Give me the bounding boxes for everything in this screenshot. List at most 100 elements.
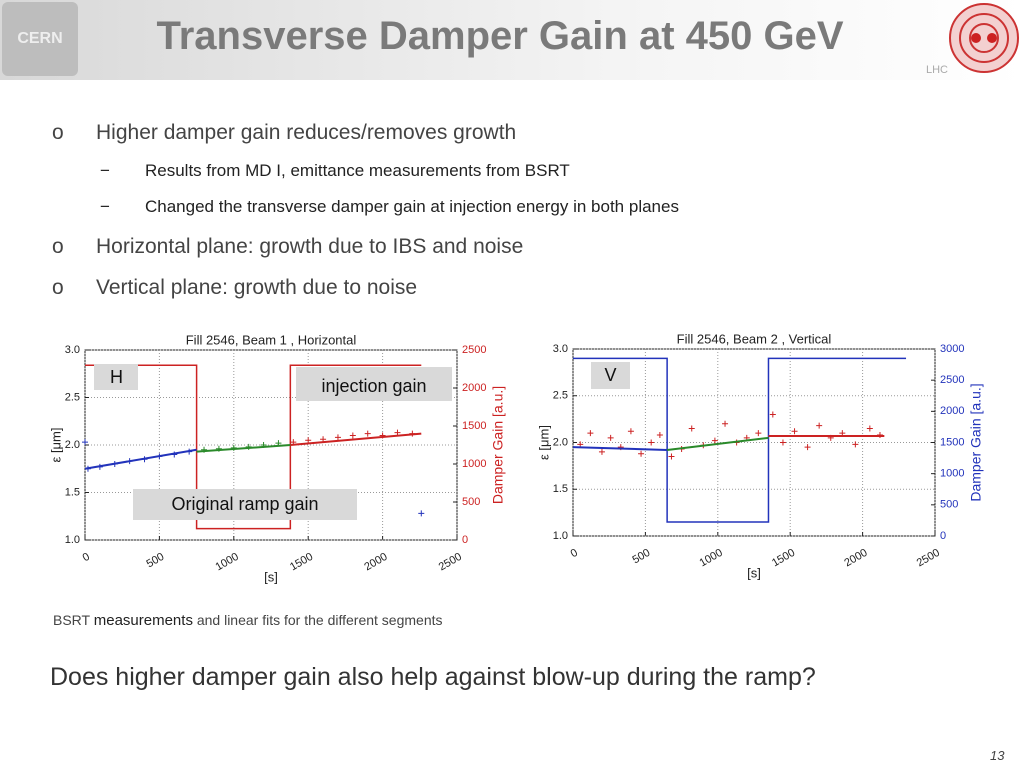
data-point	[722, 420, 729, 427]
x-axis-label: [s]	[747, 565, 761, 580]
chart: 0 500 1000 1500 2000 2500 1.0 1.5 2.0 2.5 3.0 0 500 1…	[536, 331, 984, 580]
data-point	[656, 432, 663, 439]
y-tick-label: 3.0	[553, 343, 568, 355]
y-tick-label: 1.0	[65, 534, 80, 546]
annotation: V	[591, 362, 630, 389]
data-point	[334, 434, 341, 441]
data-point	[82, 439, 88, 446]
data-point	[598, 448, 605, 455]
y2-tick-label: 0	[462, 534, 468, 546]
y2-tick-label: 500	[940, 499, 958, 511]
data-point	[866, 425, 873, 432]
y-tick-label: 3.0	[65, 344, 80, 356]
x-tick-label: 0	[569, 547, 580, 560]
y2-tick-label: 2500	[940, 374, 964, 386]
x-tick-label: 2000	[362, 551, 389, 574]
data-point	[418, 510, 425, 517]
caption-text: and linear fits for the different segmen…	[192, 612, 443, 628]
sub-bullet-text: Results from MD I, emittance measurement…	[145, 161, 570, 180]
lhc-label: LHC	[926, 64, 949, 76]
data-point	[577, 441, 584, 448]
x-tick-label: 500	[144, 551, 166, 571]
sub-bullet-text: Changed the transverse damper gain at in…	[145, 197, 679, 216]
y-tick-label: 1.0	[553, 530, 568, 542]
x-tick-label: 2500	[437, 551, 464, 574]
annotation: injection gain	[296, 367, 452, 401]
data-point	[668, 453, 675, 460]
y-tick-label: 2.0	[553, 436, 568, 448]
data-point	[394, 429, 401, 436]
x-tick-label: 0	[81, 551, 92, 564]
y2-tick-label: 1500	[462, 420, 486, 432]
data-point	[638, 450, 645, 457]
y2-tick-label: 500	[462, 496, 480, 508]
x-tick-label: 1000	[214, 551, 241, 574]
data-point	[648, 439, 655, 446]
series-line	[84, 448, 197, 470]
x-tick-label: 2000	[842, 547, 869, 570]
y2-tick-label: 2500	[462, 344, 486, 356]
data-point	[816, 422, 823, 429]
series-line	[290, 432, 422, 446]
page-number: 13	[990, 748, 1005, 763]
data-point	[587, 430, 594, 437]
data-point	[688, 425, 695, 432]
y-axis-label: ε [μm]	[536, 425, 551, 460]
data-point	[711, 437, 718, 444]
y2-tick-label: 1000	[940, 468, 964, 480]
sub-bullet-marker: −	[100, 161, 110, 180]
y2-tick-label: 2000	[462, 382, 486, 394]
x-axis-label: [s]	[264, 569, 278, 584]
data-point	[769, 411, 776, 418]
data-point	[627, 428, 634, 435]
slide-title: Transverse Damper Gain at 450 GeV	[156, 14, 844, 58]
series-line	[572, 446, 668, 451]
data-point	[349, 432, 356, 439]
y2-tick-label: 3000	[940, 343, 964, 355]
header-bar	[0, 0, 1024, 80]
chart-title: Fill 2546, Beam 1 , Horizontal	[186, 332, 357, 347]
caption-text: measurements	[93, 612, 193, 629]
x-tick-label: 2500	[915, 547, 942, 570]
y2-tick-label: 1000	[462, 458, 486, 470]
bullet-marker: o	[52, 276, 64, 299]
data-point	[791, 428, 798, 435]
sub-bullet-marker: −	[100, 197, 110, 216]
annotation: H	[94, 364, 138, 390]
annotation: Original ramp gain	[133, 489, 357, 520]
chart-title: Fill 2546, Beam 2 , Vertical	[677, 331, 832, 346]
series-line	[85, 364, 422, 530]
data-point	[852, 441, 859, 448]
y-axis-label: ε [μm]	[50, 428, 63, 463]
bullet-text: Vertical plane: growth due to noise	[96, 276, 418, 299]
cern-logo: CERN	[2, 2, 78, 76]
y-tick-label: 2.0	[65, 439, 80, 451]
y-tick-label: 1.5	[65, 486, 80, 498]
series-line	[573, 357, 907, 523]
data-point	[779, 439, 786, 446]
question: Does higher damper gain also help agains…	[50, 663, 816, 691]
series-line	[667, 436, 769, 451]
y-tick-label: 2.5	[65, 391, 80, 403]
y2-axis-label: Damper Gain [a.u.]	[490, 386, 506, 504]
bullet-marker: o	[52, 121, 64, 144]
y2-tick-label: 2000	[940, 405, 964, 417]
lhc-logo	[949, 3, 1019, 73]
bullet-text: Higher damper gain reduces/removes growt…	[96, 121, 517, 144]
x-tick-label: 1500	[288, 551, 315, 574]
y-tick-label: 2.5	[553, 390, 568, 402]
caption: BSRT measurements and linear fits for th…	[53, 612, 443, 629]
caption-text: BSRT	[53, 612, 94, 628]
data-point	[305, 437, 312, 444]
data-point	[755, 430, 762, 437]
x-tick-label: 1500	[770, 547, 797, 570]
x-tick-label: 500	[630, 547, 652, 567]
y-tick-label: 1.5	[553, 483, 568, 495]
bullet-marker: o	[52, 235, 64, 258]
y2-axis-label: Damper Gain [a.u.]	[968, 383, 984, 501]
data-point	[607, 434, 614, 441]
chart: 0 500 1000 1500 2000 2500 1.0 1.5 2.0 2.5 3.0 0 500 1…	[50, 332, 506, 584]
y2-tick-label: 1500	[940, 436, 964, 448]
bullet-text: Horizontal plane: growth due to IBS and …	[96, 235, 524, 258]
